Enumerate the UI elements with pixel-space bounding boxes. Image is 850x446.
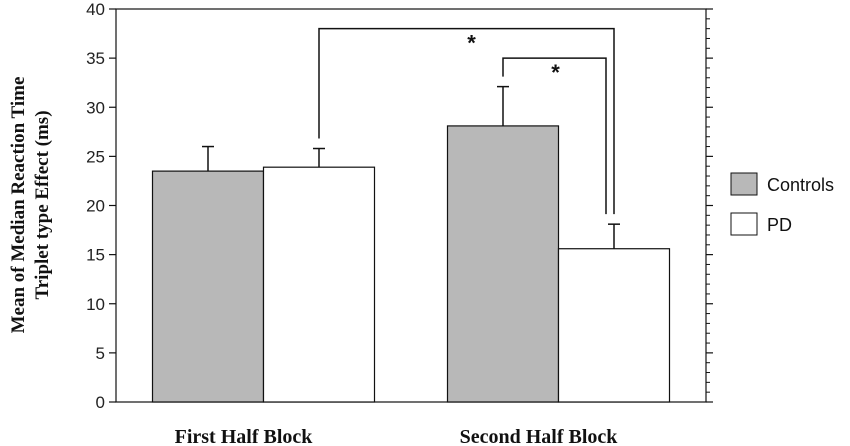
significance-marker-1: * <box>467 31 476 56</box>
bars <box>151 85 671 403</box>
y-tick-label-5: 5 <box>96 344 105 363</box>
significance-marker-2: * <box>551 60 560 85</box>
bar-pd-2 <box>557 248 671 403</box>
bar-controls-2 <box>446 125 560 403</box>
y-axis-ticks: 0 5 10 15 20 25 30 35 40 <box>86 0 713 412</box>
significance-bracket-2 <box>502 57 607 215</box>
bar-pd-1 <box>262 166 376 403</box>
y-tick-label-30: 30 <box>86 98 105 117</box>
legend-label-pd: PD <box>767 215 792 235</box>
y-tick-label-10: 10 <box>86 295 105 314</box>
legend-label-controls: Controls <box>767 175 834 195</box>
y-tick-label-35: 35 <box>86 49 105 68</box>
bar-controls-1 <box>151 170 265 403</box>
y-tick-label-0: 0 <box>96 393 105 412</box>
x-axis-labels: First Half Block Second Half Block <box>175 426 619 446</box>
y-tick-label-20: 20 <box>86 197 105 216</box>
legend-swatch-controls <box>730 172 758 196</box>
significance-brackets: ** <box>318 27 615 215</box>
y-tick-label-15: 15 <box>86 246 105 265</box>
y-axis-label-line-2: Triplet type Effect (ms) <box>32 110 53 299</box>
category-label-1: First Half Block <box>175 426 314 446</box>
significance-bracket-1 <box>318 27 615 215</box>
legend-swatch-pd <box>730 212 758 236</box>
category-label-2: Second Half Block <box>460 426 619 446</box>
y-tick-label-25: 25 <box>86 147 105 166</box>
y-tick-label-40: 40 <box>86 0 105 19</box>
legend: Controls PD <box>730 172 834 236</box>
y-axis-label-line-1: Mean of Median Reaction Time <box>8 77 29 334</box>
